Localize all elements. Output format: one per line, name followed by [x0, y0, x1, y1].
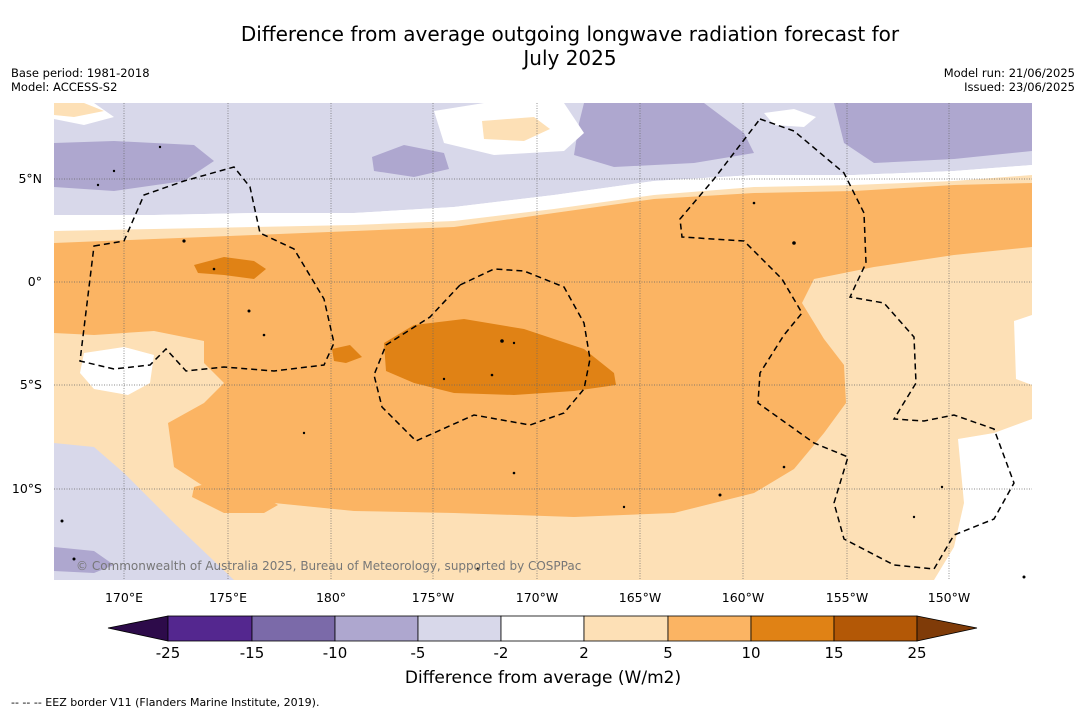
anomaly-plus10-patch-3: [332, 345, 362, 363]
copyright-notice: © Commonwealth of Australia 2025, Bureau…: [76, 559, 582, 573]
colorbar-tick-1: -25: [155, 644, 181, 662]
anomaly-plus10-patch-1: [384, 319, 616, 395]
lon-label-165w: 165°W: [618, 590, 662, 605]
lon-label-175w: 175°W: [411, 590, 455, 605]
eez-borders: [79, 118, 1015, 570]
anomaly-minus10-north-1: [54, 141, 214, 191]
title-line-1: Difference from average outgoing longwav…: [240, 22, 900, 46]
islands: [60, 145, 1026, 579]
lon-label-175e: 175°E: [208, 590, 247, 605]
colorbar-tick-10: 25: [907, 644, 927, 662]
colorbar-bin-2: [251, 615, 336, 642]
anomaly-neutral-east-2: [934, 419, 1032, 580]
lon-label-160w: 160°W: [721, 590, 765, 605]
colorbar-tick-3: -10: [322, 644, 348, 662]
lon-label-170w: 170°W: [515, 590, 559, 605]
anomaly-plus10-patch-2: [194, 257, 266, 279]
base-period: Base period: 1981-2018: [11, 66, 150, 80]
colorbar-bin-1: [167, 615, 253, 642]
anomaly-neutral-east-1: [1014, 315, 1032, 385]
anomaly-plus2-north-2: [54, 103, 104, 117]
lon-label-180: 180°: [315, 590, 347, 605]
colorbar-bin-4: [417, 615, 502, 642]
colorbar-bin-9: [833, 615, 918, 642]
chart-title: Difference from average outgoing longwav…: [170, 22, 970, 70]
title-line-2: July 2025: [523, 46, 617, 70]
colorbar-tick-5: -2: [493, 644, 509, 662]
graticule: [54, 103, 1032, 580]
model-name: Model: ACCESS-S2: [11, 80, 118, 94]
colorbar-under-arrow: [107, 615, 169, 642]
anomaly-neutral-sw: [80, 347, 154, 395]
colorbar-bin-5: [500, 615, 585, 642]
issued-date: Issued: 23/06/2025: [964, 80, 1075, 94]
anomaly-minus5-sw: [54, 443, 234, 580]
meta-right: Model run: 21/06/2025 Issued: 23/06/2025: [944, 66, 1075, 94]
anomaly-minus10-sw: [54, 547, 114, 573]
meta-left: Base period: 1981-2018 Model: ACCESS-S2: [11, 66, 150, 94]
anomaly-minus5-north: [54, 103, 1032, 215]
anomaly-plus5-south-patch: [192, 479, 278, 513]
colorbar-bin-6: [583, 615, 669, 642]
lat-label-5s: 5°S: [19, 377, 42, 392]
anomaly-minus10-north-3: [574, 103, 754, 167]
anomaly-plus2-north-1: [482, 117, 550, 141]
lat-label-0: 0°: [27, 274, 42, 289]
anomaly-minus10-north-4: [834, 103, 1032, 163]
lat-label-5n: 5°N: [18, 171, 42, 186]
lon-label-150w: 150°W: [927, 590, 971, 605]
eez-footnote: -- -- -- EEZ border V11 (Flanders Marine…: [11, 696, 320, 709]
colorbar-title: Difference from average (W/m2): [404, 668, 682, 688]
colorbar-bin-3: [334, 615, 419, 642]
lat-label-10s: 10°S: [11, 481, 42, 496]
colorbar-bin-8: [750, 615, 835, 642]
anomaly-minus10-north-2: [372, 145, 449, 177]
colorbar-bin-7: [667, 615, 752, 642]
map-panel: [54, 103, 1032, 580]
colorbar-tick-7: 5: [663, 644, 673, 662]
map-svg: [54, 103, 1032, 580]
colorbar-over-arrow: [916, 615, 978, 642]
anomaly-neutral-band: [54, 165, 1032, 231]
colorbar: [107, 615, 978, 642]
colorbar-tick-2: -15: [239, 644, 265, 662]
colorbar-tick-8: 10: [741, 644, 761, 662]
colorbar-tick-9: 15: [824, 644, 844, 662]
anomaly-neutral-north-3: [764, 109, 816, 127]
colorbar-tick-6: 2: [579, 644, 589, 662]
colorbar-tick-4: -5: [410, 644, 426, 662]
model-run: Model run: 21/06/2025: [943, 66, 1075, 80]
lon-label-170e: 170°E: [104, 590, 143, 605]
lon-label-155w: 155°W: [825, 590, 869, 605]
